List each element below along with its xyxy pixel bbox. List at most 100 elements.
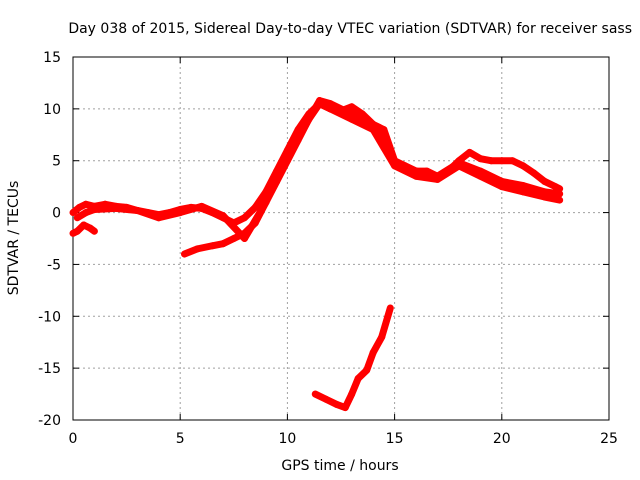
data-point: [300, 126, 307, 133]
data-point: [480, 169, 487, 176]
data-point: [429, 171, 436, 178]
data-point: [186, 248, 193, 255]
data-point: [378, 136, 385, 143]
data-point: [383, 318, 390, 325]
data-point: [254, 214, 261, 221]
data-point: [377, 134, 384, 141]
data-point: [228, 236, 235, 243]
data-point: [373, 126, 380, 133]
data-point: [407, 166, 414, 173]
data-point: [354, 113, 361, 120]
data-point: [374, 129, 381, 136]
data-point: [469, 164, 476, 171]
data-point: [189, 247, 196, 254]
data-point: [461, 161, 468, 168]
x-tick-label: 0: [69, 431, 78, 447]
data-point: [539, 188, 545, 195]
data-point: [549, 195, 556, 202]
data-point: [257, 209, 264, 216]
data-point: [381, 323, 388, 330]
y-tick-label: 5: [52, 154, 61, 170]
data-point: [363, 367, 370, 374]
data-point: [262, 199, 269, 206]
data-point: [217, 241, 224, 248]
data-point: [509, 180, 516, 187]
data-point: [384, 312, 391, 319]
data-point: [402, 163, 409, 170]
chart-title: Day 038 of 2015, Sidereal Day-to-day VTE…: [68, 21, 632, 37]
y-tick-label: -15: [38, 361, 61, 377]
data-point: [530, 191, 537, 198]
data-point: [322, 396, 329, 403]
data-point: [269, 186, 276, 193]
data-point: [377, 336, 384, 343]
data-series: [69, 97, 564, 412]
data-point: [319, 98, 326, 105]
series-track-b: [73, 100, 564, 242]
data-point: [549, 182, 556, 189]
data-point: [225, 238, 232, 245]
data-point: [261, 201, 268, 208]
data-point: [85, 201, 92, 208]
data-point: [142, 210, 149, 217]
data-point: [384, 146, 391, 153]
data-point: [147, 212, 154, 219]
data-point: [556, 190, 563, 197]
x-tick-label: 10: [278, 431, 296, 447]
data-point: [501, 178, 508, 185]
data-point: [295, 136, 302, 143]
data-point: [382, 132, 389, 139]
data-point: [346, 396, 353, 403]
data-point: [371, 346, 378, 353]
data-point: [480, 156, 487, 163]
data-point: [346, 109, 353, 116]
data-point: [514, 160, 521, 167]
data-point: [369, 352, 376, 359]
data-point: [512, 159, 519, 166]
data-point: [177, 209, 184, 216]
data-point: [194, 245, 201, 252]
data-point: [485, 171, 492, 178]
data-point: [145, 211, 152, 218]
data-point: [496, 177, 503, 184]
data-point: [385, 149, 392, 156]
data-point: [556, 197, 563, 204]
data-point: [522, 183, 529, 190]
data-point: [314, 392, 321, 399]
data-point: [195, 204, 202, 211]
data-point: [343, 108, 350, 115]
data-point: [212, 242, 219, 249]
data-point: [233, 218, 240, 225]
data-point: [182, 208, 189, 215]
data-point: [268, 188, 275, 195]
data-point: [299, 129, 306, 136]
data-point: [399, 162, 406, 169]
y-tick-label: -20: [38, 413, 61, 429]
data-point: [554, 196, 561, 203]
data-point: [370, 121, 377, 128]
data-point: [528, 184, 535, 191]
data-point: [301, 124, 308, 131]
y-tick-label: 15: [43, 50, 61, 66]
data-point: [353, 380, 360, 387]
data-point: [204, 205, 210, 212]
data-point: [166, 212, 173, 219]
data-point: [504, 179, 511, 186]
data-point: [344, 399, 351, 406]
data-point: [375, 131, 382, 138]
data-point: [367, 357, 374, 364]
data-point: [217, 211, 224, 218]
x-tick-label: 25: [600, 431, 618, 447]
data-point: [367, 120, 374, 127]
data-point: [477, 155, 484, 162]
data-point: [155, 214, 162, 221]
data-point: [214, 210, 221, 217]
data-point: [381, 141, 388, 148]
data-point: [343, 401, 350, 408]
data-point: [512, 181, 519, 188]
data-point: [541, 178, 548, 185]
plot-frame: [72, 56, 610, 421]
data-point: [347, 393, 354, 400]
data-point: [364, 364, 371, 371]
data-point: [342, 404, 349, 411]
